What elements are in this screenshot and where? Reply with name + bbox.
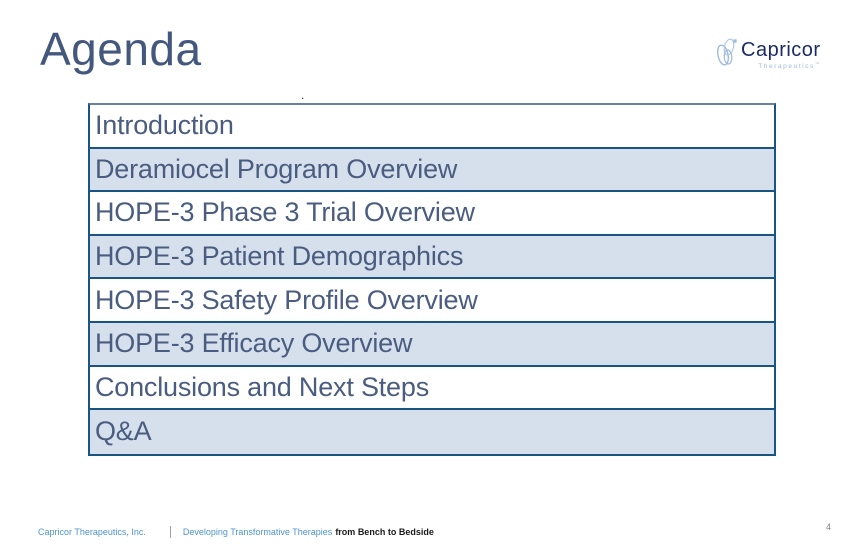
footer-company: Capricor Therapeutics, Inc. xyxy=(38,527,146,537)
logo-brand-text: Capricor xyxy=(741,39,821,61)
logo-text: Capricor Therapeutics™ xyxy=(741,40,821,70)
agenda-row-label: Deramiocel Program Overview xyxy=(95,153,458,184)
agenda-row-label: HOPE-3 Phase 3 Trial Overview xyxy=(95,197,475,228)
footer-divider xyxy=(169,526,171,538)
agenda-table: Introduction Deramiocel Program Overview H… xyxy=(88,103,776,456)
page-number: 4 xyxy=(826,522,832,532)
agenda-row-label: HOPE-3 Safety Profile Overview xyxy=(95,284,478,315)
agenda-row-label: Introduction xyxy=(95,110,234,141)
stray-dot: . xyxy=(301,88,305,102)
agenda-row-label: HOPE-3 Patient Demographics xyxy=(95,241,464,272)
agenda-row-label: Conclusions and Next Steps xyxy=(95,371,429,402)
agenda-row: HOPE-3 Phase 3 Trial Overview xyxy=(90,192,774,236)
slide-title: Agenda xyxy=(40,23,202,75)
agenda-row: Conclusions and Next Steps xyxy=(90,366,774,411)
footer-tagline-blue: Developing Transformative Therapies xyxy=(182,527,333,537)
agenda-row: HOPE-3 Safety Profile Overview xyxy=(90,279,774,323)
footer: Capricor Therapeutics, Inc. Developing T… xyxy=(38,526,434,538)
agenda-row: Q&A xyxy=(90,410,774,454)
footer-tagline-dark: from Bench to Bedside xyxy=(335,527,434,537)
agenda-row: Introduction xyxy=(90,105,774,149)
agenda-row-label: Q&A xyxy=(95,416,152,447)
agenda-row: HOPE-3 Patient Demographics xyxy=(90,235,774,280)
logo-trademark: ™ xyxy=(814,61,821,66)
capricor-logo: Capricor Therapeutics™ xyxy=(716,31,826,73)
logo-subtitle-text: Therapeutics™ xyxy=(758,61,821,71)
agenda-row: Deramiocel Program Overview xyxy=(90,148,774,193)
agenda-row: HOPE-3 Efficacy Overview xyxy=(90,322,774,367)
capricor-cells-icon xyxy=(716,38,737,66)
agenda-row-label: HOPE-3 Efficacy Overview xyxy=(95,328,413,359)
